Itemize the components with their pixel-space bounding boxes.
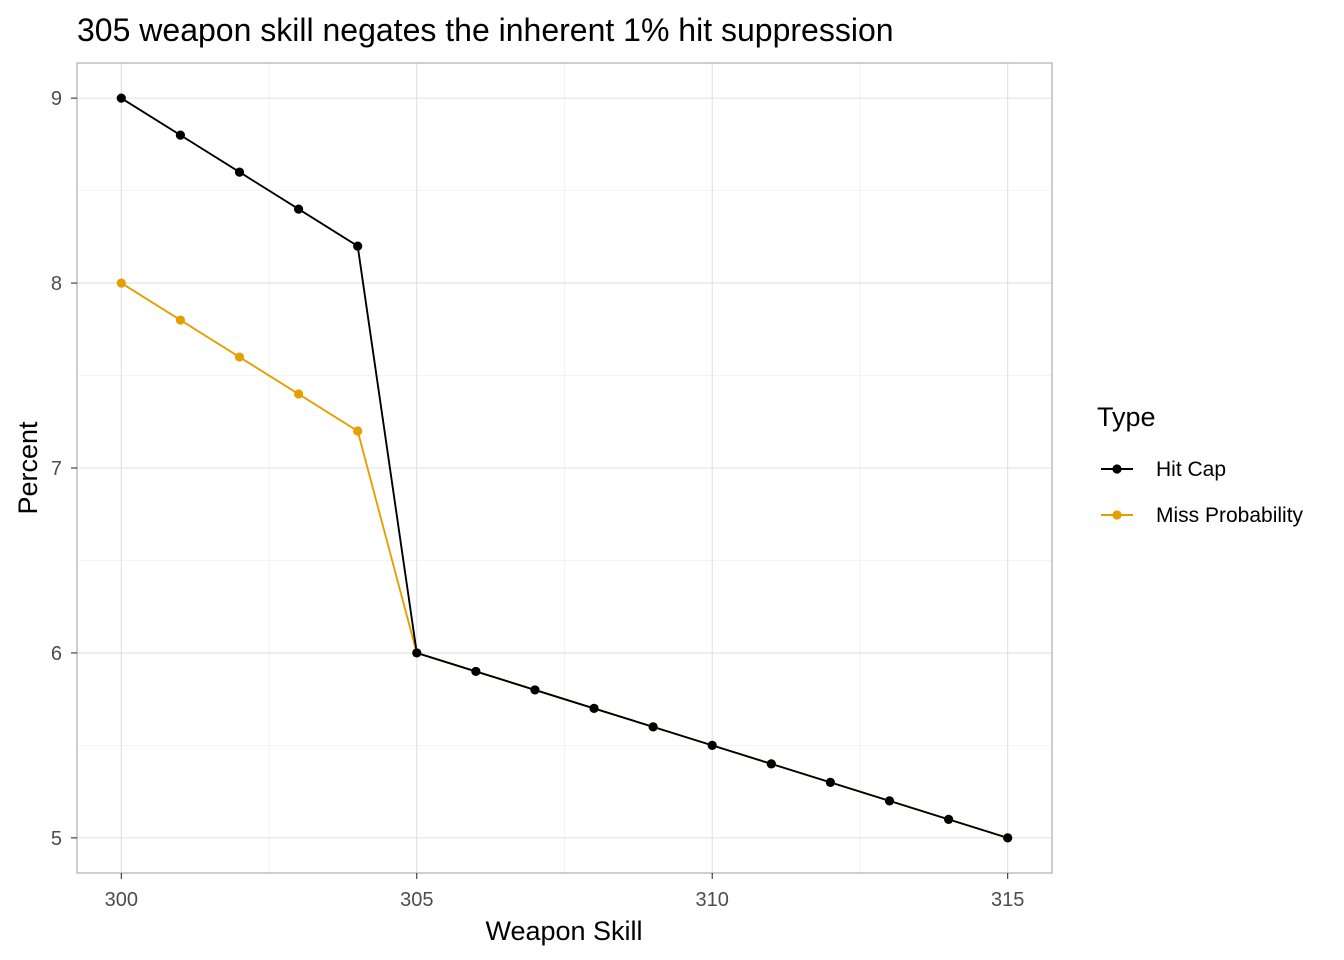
data-point-hit-cap xyxy=(943,814,954,824)
data-point-hit-cap xyxy=(353,241,363,251)
plot-panel xyxy=(76,62,1053,874)
data-point-hit-cap xyxy=(175,130,186,140)
data-point-hit-cap xyxy=(234,167,245,177)
data-point-hit-cap xyxy=(471,666,481,677)
data-point-hit-cap xyxy=(412,648,422,658)
y-tick-label: 8 xyxy=(51,273,62,295)
y-tick-label: 6 xyxy=(51,643,62,665)
data-point-miss-probability xyxy=(175,315,186,325)
data-point-hit-cap xyxy=(766,759,776,769)
x-axis-title: Weapon Skill xyxy=(485,916,642,946)
legend-key-point-hit-cap xyxy=(1112,464,1122,474)
y-axis: 5 6 7 8 9 xyxy=(51,88,77,850)
y-axis-title: Percent xyxy=(13,421,43,515)
x-axis: 300 305 310 315 xyxy=(105,873,1024,911)
x-tick-label: 300 xyxy=(105,889,138,911)
data-point-hit-cap xyxy=(1003,833,1013,843)
data-point-miss-probability xyxy=(116,278,126,288)
legend-title: Type xyxy=(1097,402,1156,432)
x-tick-label: 305 xyxy=(400,889,433,911)
chart-title: 305 weapon skill negates the inherent 1%… xyxy=(77,12,894,48)
data-point-hit-cap xyxy=(884,796,895,806)
x-tick-label: 315 xyxy=(991,889,1024,911)
x-tick-label: 310 xyxy=(696,889,729,911)
data-point-hit-cap xyxy=(707,740,717,750)
data-point-hit-cap xyxy=(589,703,599,714)
y-tick-label: 7 xyxy=(51,458,62,480)
legend-label-miss-probability: Miss Probability xyxy=(1156,504,1304,527)
data-point-hit-cap xyxy=(530,685,540,695)
legend: Type Hit Cap Miss Probability xyxy=(1097,402,1304,527)
data-point-hit-cap xyxy=(825,777,836,787)
data-point-miss-probability xyxy=(293,389,304,399)
legend-label-hit-cap: Hit Cap xyxy=(1156,458,1226,481)
data-point-hit-cap xyxy=(648,722,658,732)
data-point-miss-probability xyxy=(353,426,363,436)
series-line-hit-cap xyxy=(120,97,1008,839)
y-tick-label: 5 xyxy=(51,828,62,850)
data-point-miss-probability xyxy=(234,352,245,362)
data-point-hit-cap xyxy=(116,93,126,103)
legend-key-point-miss-probability xyxy=(1112,510,1122,520)
data-point-hit-cap xyxy=(293,204,304,214)
y-tick-label: 9 xyxy=(51,88,62,110)
